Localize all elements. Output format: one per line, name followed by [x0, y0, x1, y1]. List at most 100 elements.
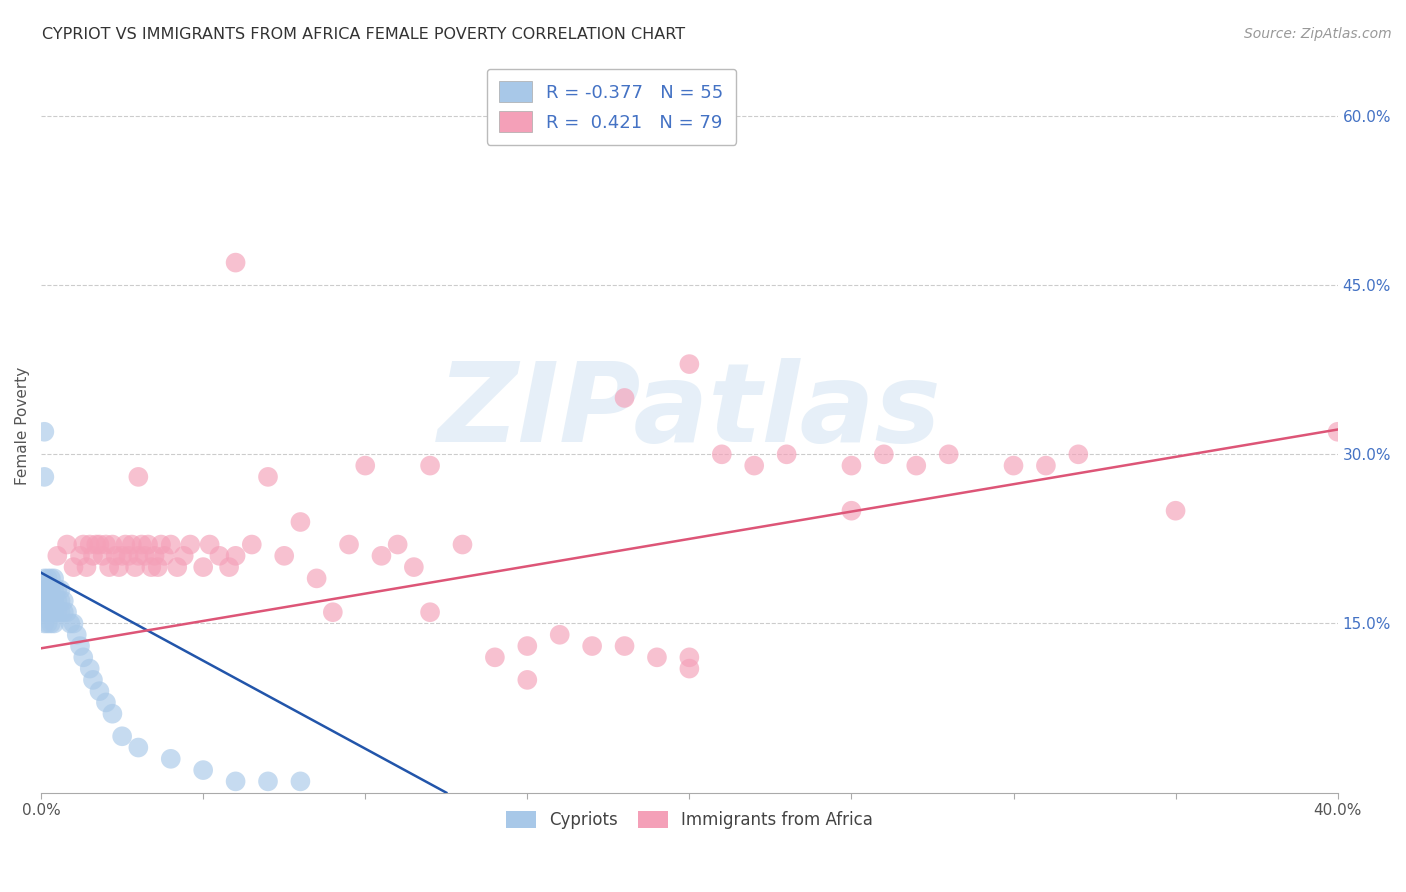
Point [59, 616, 82, 631]
Point [111, 729, 134, 743]
Point [419, 605, 441, 619]
Point [72, 650, 94, 665]
Point [1035, 458, 1057, 473]
Point [1164, 504, 1187, 518]
Point [678, 357, 700, 371]
Point [387, 537, 409, 551]
Point [37, 571, 59, 585]
Text: ZIPatlas: ZIPatlas [437, 358, 941, 465]
Point [290, 774, 312, 789]
Point [34, 594, 56, 608]
Point [240, 537, 263, 551]
Point [193, 560, 215, 574]
Point [101, 706, 124, 721]
Point [841, 504, 863, 518]
Point [337, 537, 360, 551]
Point [94, 695, 117, 709]
Point [198, 537, 221, 551]
Point [516, 673, 538, 687]
Point [72, 537, 94, 551]
Point [305, 571, 328, 585]
Point [37, 594, 59, 608]
Point [173, 549, 195, 563]
Point [1326, 425, 1348, 439]
Point [484, 650, 506, 665]
Point [134, 549, 156, 563]
Point [69, 549, 91, 563]
Point [39, 594, 62, 608]
Point [257, 774, 280, 789]
Point [159, 752, 181, 766]
Point [82, 673, 104, 687]
Point [42, 582, 65, 597]
Point [143, 549, 166, 563]
Point [34, 470, 56, 484]
Point [179, 537, 201, 551]
Point [98, 560, 121, 574]
Point [46, 549, 69, 563]
Point [1002, 458, 1025, 473]
Point [131, 537, 153, 551]
Point [273, 549, 295, 563]
Point [127, 549, 149, 563]
Point [89, 537, 111, 551]
Point [42, 605, 65, 619]
Point [46, 582, 69, 597]
Point [419, 458, 441, 473]
Point [89, 684, 111, 698]
Point [710, 447, 733, 461]
Point [56, 605, 79, 619]
Point [516, 639, 538, 653]
Point [76, 560, 98, 574]
Point [37, 605, 59, 619]
Point [69, 639, 91, 653]
Point [225, 549, 247, 563]
Point [34, 582, 56, 597]
Point [39, 582, 62, 597]
Point [82, 549, 104, 563]
Legend: Cypriots, Immigrants from Africa: Cypriots, Immigrants from Africa [499, 804, 880, 836]
Point [34, 616, 56, 631]
Point [42, 616, 65, 631]
Point [37, 616, 59, 631]
Point [146, 560, 169, 574]
Point [121, 537, 143, 551]
Point [42, 571, 65, 585]
Point [117, 549, 139, 563]
Point [153, 549, 176, 563]
Point [354, 458, 377, 473]
Point [49, 605, 72, 619]
Point [742, 458, 765, 473]
Point [39, 571, 62, 585]
Point [225, 255, 247, 269]
Text: Source: ZipAtlas.com: Source: ZipAtlas.com [1244, 27, 1392, 41]
Point [79, 662, 101, 676]
Point [370, 549, 392, 563]
Point [42, 594, 65, 608]
Point [451, 537, 474, 551]
Point [49, 594, 72, 608]
Point [775, 447, 797, 461]
Point [402, 560, 425, 574]
Point [52, 594, 75, 608]
Point [66, 628, 89, 642]
Point [548, 628, 571, 642]
Point [166, 560, 188, 574]
Point [1067, 447, 1090, 461]
Point [62, 560, 84, 574]
Point [94, 537, 117, 551]
Point [136, 537, 159, 551]
Point [34, 605, 56, 619]
Point [56, 537, 79, 551]
Y-axis label: Female Poverty: Female Poverty [15, 367, 30, 485]
Point [873, 447, 896, 461]
Point [101, 537, 124, 551]
Point [322, 605, 344, 619]
Point [91, 549, 114, 563]
Point [114, 537, 136, 551]
Point [39, 594, 62, 608]
Point [193, 763, 215, 777]
Point [84, 537, 107, 551]
Point [127, 470, 149, 484]
Point [218, 560, 240, 574]
